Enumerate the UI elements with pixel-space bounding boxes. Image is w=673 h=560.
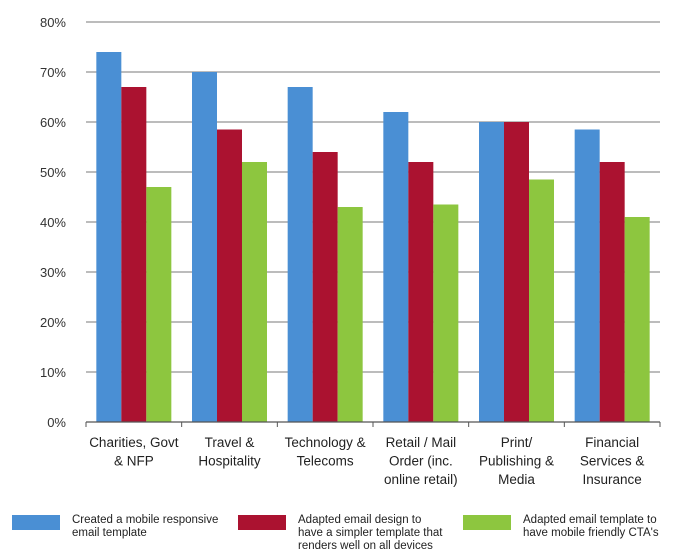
legend-label: Adapted email template to have mobile fr…	[523, 514, 659, 539]
bar	[529, 179, 554, 422]
x-tick-label: Print/Publishing & Media	[479, 435, 554, 487]
bars	[96, 52, 650, 422]
bar	[504, 122, 529, 422]
y-tick-label: 10%	[40, 365, 66, 380]
bar	[242, 162, 267, 422]
legend-swatch	[463, 515, 511, 530]
x-tick-label: Charities, Govt & NFP	[89, 435, 179, 469]
legend-swatch	[238, 515, 286, 530]
bar	[599, 162, 625, 422]
bar	[383, 112, 409, 422]
x-tick-label: Financial Services & Insurance	[580, 435, 645, 487]
x-tick-label: Technology & Telecoms	[285, 435, 366, 469]
bar	[146, 187, 172, 422]
x-axis: Charities, Govt & NFP Travel & Hospitality T…	[85, 421, 661, 487]
legend-swatch	[12, 515, 60, 530]
y-axis: 0% 10% 20% 30% 40% 50% 60% 70% 80%	[40, 15, 66, 430]
bar-chart: 0% 10% 20% 30% 40% 50% 60% 70% 80% Charities, Go…	[40, 15, 661, 487]
bar	[217, 129, 242, 422]
x-tick-label: Retail / Mail Order (inc. online retail)	[384, 435, 458, 487]
bar	[433, 204, 459, 422]
legend-item-mobile-responsive: Created a mobile responsive email templa…	[12, 505, 218, 540]
y-tick-label: 80%	[40, 15, 66, 30]
bar	[624, 217, 650, 422]
legend-label: Adapted email design to have a simpler t…	[298, 514, 443, 552]
y-tick-label: 20%	[40, 315, 66, 330]
bar	[287, 87, 313, 422]
bar	[96, 52, 122, 422]
bar	[121, 87, 147, 422]
y-tick-label: 40%	[40, 215, 66, 230]
y-tick-label: 0%	[47, 415, 66, 430]
bar	[574, 129, 600, 422]
gridlines	[86, 21, 660, 423]
bar	[408, 162, 434, 422]
y-tick-label: 70%	[40, 65, 66, 80]
y-tick-label: 60%	[40, 115, 66, 130]
legend-item-mobile-ctas: Adapted email template to have mobile fr…	[463, 505, 659, 540]
legend-item-simpler-template: Adapted email design to have a simpler t…	[238, 505, 442, 553]
bar	[312, 152, 338, 422]
y-tick-label: 30%	[40, 265, 66, 280]
legend-label: Created a mobile responsive email templa…	[72, 514, 219, 539]
y-tick-label: 50%	[40, 165, 66, 180]
x-tick-label: Travel & Hospitality	[198, 435, 261, 469]
bar	[337, 207, 363, 422]
legend: Created a mobile responsive email templa…	[0, 505, 673, 560]
bar	[192, 72, 217, 422]
bar	[479, 122, 504, 422]
